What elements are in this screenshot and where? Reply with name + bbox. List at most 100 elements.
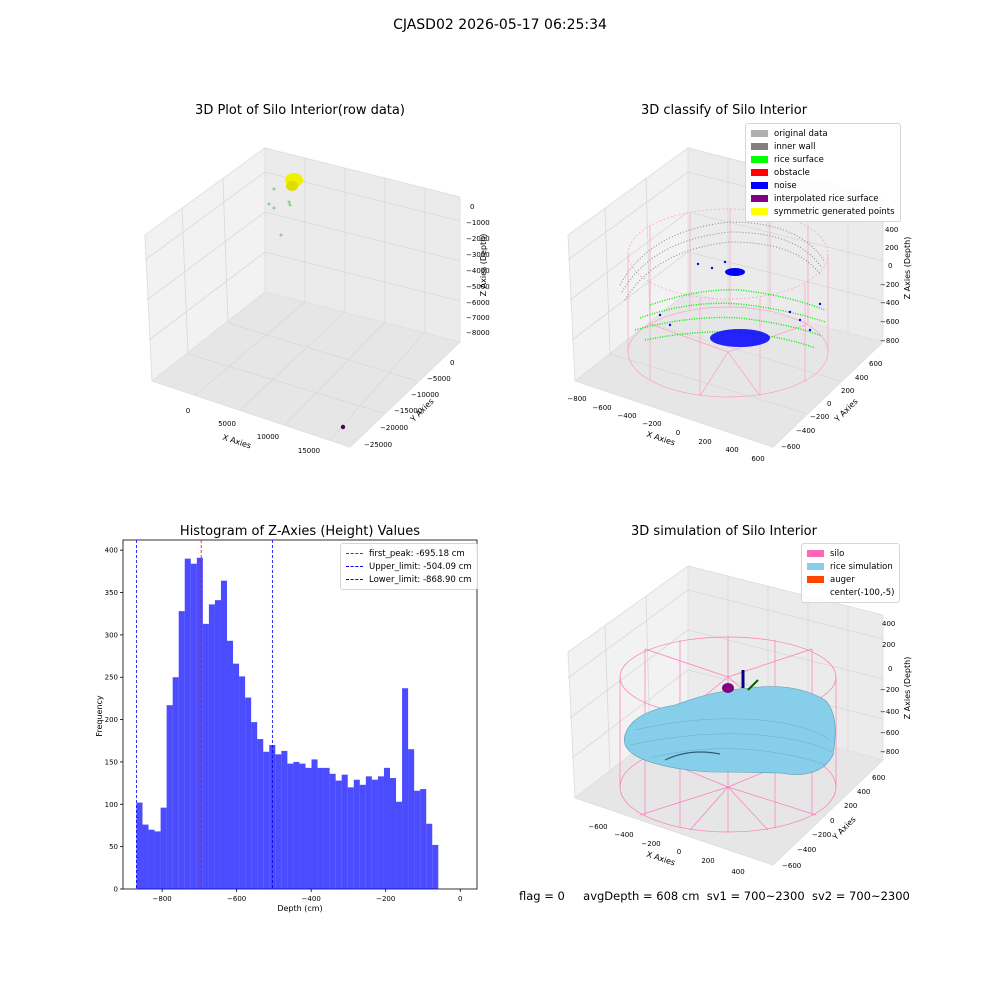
simulation-y-tick: −400: [797, 846, 816, 854]
histogram-bar: [227, 640, 234, 889]
histogram-y-tick-label: 400: [105, 547, 118, 555]
legend-entry-obstacle: obstacle: [751, 166, 895, 179]
histogram-bar: [396, 801, 403, 889]
simulation-z-ticks: 400 200 0 −200 −400 −600 −800: [880, 620, 899, 756]
raw-y-ticks: 0 −5000 −10000 −15000 −20000 −25000: [364, 359, 454, 449]
histogram-y-tick-label: 50: [109, 843, 118, 851]
histogram-bar: [202, 623, 209, 889]
histogram-x-tick-label: −600: [227, 895, 246, 903]
histogram-bar: [148, 829, 155, 889]
simulation-z-tick: 400: [882, 620, 895, 628]
classify-x-tick: 400: [725, 446, 738, 454]
raw-x-label: X Axies: [221, 433, 252, 451]
histogram-x-label: Depth (cm): [277, 904, 322, 913]
simulation-y-tick: 400: [857, 788, 870, 796]
histogram-bar: [287, 763, 294, 889]
status-sv1: sv1 = 700~2300: [706, 889, 805, 903]
histogram-bar: [136, 802, 143, 889]
histogram-bar: [402, 688, 409, 889]
raw-plot-title: 3D Plot of Silo Interior(row data): [195, 103, 405, 118]
legend-entry-interpolated-rice-surface: interpolated rice surface: [751, 192, 895, 205]
histogram-bar: [166, 705, 173, 889]
status-line: flag = 0 avgDepth = 608 cm sv1 = 700~230…: [519, 889, 910, 903]
histogram-bar: [365, 776, 372, 889]
raw-3d-panes: [144, 147, 461, 448]
histogram-bar: [420, 789, 427, 889]
classify-x-tick: −600: [592, 404, 611, 412]
classify-3d-plot: −800 −600 −400 −200 0 200 400 600 X Axie…: [567, 147, 912, 463]
histogram-bar: [220, 580, 228, 889]
histogram-bar: [414, 790, 421, 889]
classify-y-tick: 400: [855, 374, 868, 382]
histogram-bar: [293, 761, 300, 889]
simulation-3d-plot: −600 −400 −200 0 200 400 X Axies 600 400…: [567, 565, 912, 876]
classify-plot-title: 3D classify of Silo Interior: [640, 103, 808, 118]
histogram-x-tick-label: −200: [376, 895, 395, 903]
simulation-auger: [722, 670, 759, 693]
simulation-z-tick: −200: [880, 686, 899, 694]
classify-x-tick: 0: [676, 429, 680, 437]
raw-3d-points: [267, 173, 346, 430]
classify-x-tick: −400: [617, 412, 636, 420]
histogram-y-tick-label: 300: [105, 631, 118, 639]
simulation-x-tick: −200: [641, 840, 660, 848]
histogram-bar: [359, 784, 366, 889]
classify-y-tick: 200: [841, 387, 854, 395]
histogram-bar: [257, 739, 264, 889]
status-flag: flag = 0: [519, 889, 565, 903]
histogram-bar: [275, 754, 282, 889]
histogram-bar: [190, 563, 197, 889]
histogram-y-tick-label: 350: [105, 589, 118, 597]
classify-y-tick: 0: [827, 400, 831, 408]
simulation-y-tick: 0: [830, 817, 834, 825]
histogram-bar: [323, 767, 330, 889]
histogram-y-ticks: 0 50 100 150 200 250 300 350 400: [105, 547, 123, 894]
histogram-bar: [178, 611, 185, 889]
raw-z-tick: −6000: [466, 299, 490, 307]
histogram-title: Histogram of Z-Axies (Height) Values: [179, 524, 421, 539]
classify-x-tick: −200: [642, 420, 661, 428]
classify-z-tick: −400: [880, 299, 899, 307]
simulation-z-tick: −600: [880, 729, 899, 737]
raw-x-tick: 15000: [298, 447, 320, 455]
simulation-z-tick: −800: [880, 748, 899, 756]
figure-suptitle: CJASD02 2026-05-17 06:25:34: [393, 17, 607, 33]
raw-z-tick: −3000: [466, 251, 490, 259]
histogram-y-tick-label: 200: [105, 716, 118, 724]
histogram-bar: [196, 557, 203, 889]
raw-3d-plot: 0 5000 10000 15000 X Axies 0 −5000 −1000…: [144, 147, 490, 455]
raw-z-ticks: 0 −1000 −2000 −3000 −4000 −5000 −6000 −7…: [466, 203, 490, 337]
legend-entry-center: center(-100,-5): [830, 587, 895, 598]
histogram-bar: [432, 844, 439, 889]
simulation-3d-gridlines: [567, 576, 884, 773]
histogram-bar: [299, 763, 306, 889]
simulation-x-label: X Axies: [645, 850, 676, 868]
classify-x-tick: −800: [567, 395, 586, 403]
histogram-y-tick-label: 150: [105, 758, 118, 766]
legend-entry-inner-wall: inner wall: [751, 140, 895, 153]
classify-silo-wireframe: [627, 208, 829, 398]
histogram-y-tick-label: 0: [114, 886, 118, 894]
histogram-bar: [408, 749, 415, 889]
histogram-bar: [311, 759, 318, 889]
raw-z-tick: −8000: [466, 329, 490, 337]
simulation-z-label: Z Axies (Depth): [903, 657, 912, 720]
simulation-y-ticks: 600 400 200 0 −200 −400 −600: [782, 774, 885, 870]
histogram-bar: [347, 787, 354, 889]
legend-entry-auger: auger: [807, 573, 894, 586]
raw-z-label: Z Axies (Depth): [479, 234, 488, 297]
histogram-bar: [142, 824, 149, 889]
histogram-y-tick-label: 100: [105, 801, 118, 809]
histogram-chart: −800 −600 −400 −200 0 0 50 100 150 200 250 300 350 4…: [95, 539, 478, 913]
histogram-x-tick-label: 0: [458, 895, 462, 903]
raw-y-tick: −25000: [364, 441, 392, 449]
classify-noise: [658, 260, 822, 347]
classify-y-tick: −200: [810, 413, 829, 421]
classify-y-ticks: 600 400 200 0 −200 −400 −600: [781, 360, 882, 451]
classify-y-label: Y Axies: [832, 397, 860, 425]
simulation-y-tick: 200: [844, 802, 857, 810]
raw-z-tick: −2000: [466, 235, 490, 243]
classify-y-tick: −400: [796, 427, 815, 435]
legend-entry-upper-limit: Upper_limit: -504.09 cm: [346, 560, 472, 573]
classify-x-tick: 200: [698, 438, 711, 446]
